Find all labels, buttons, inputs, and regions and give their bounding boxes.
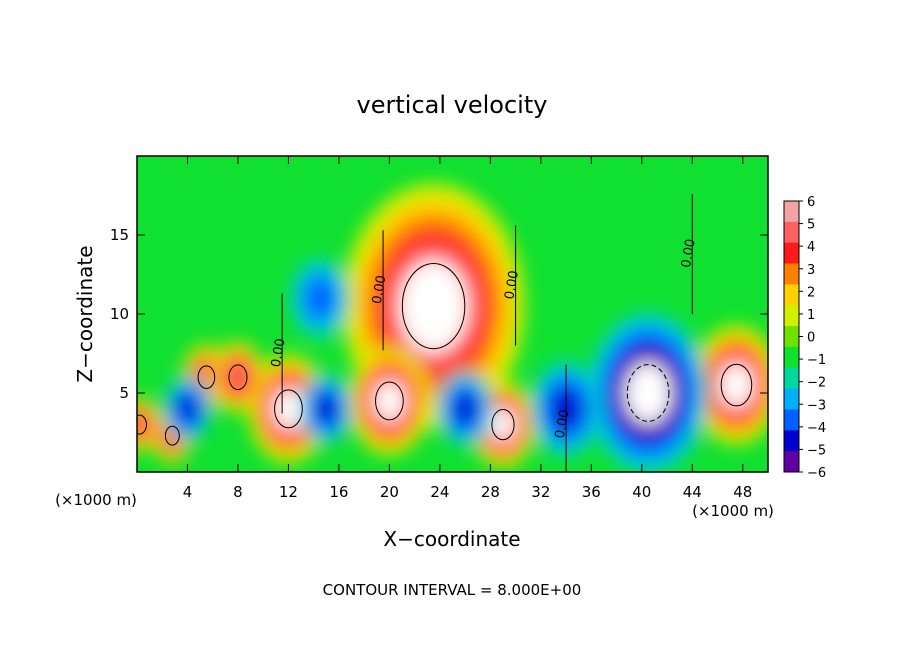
- x-tick-label-6: 28: [481, 483, 500, 501]
- colorbar-swatch-8: [784, 367, 799, 390]
- velocity-field: 0.00 0.00 0.00 0.00 0.00: [137, 156, 768, 472]
- colorbar-swatch-9: [784, 388, 799, 410]
- colorbar-swatch-6: [784, 326, 799, 348]
- x-axis-label: X−coordinate: [383, 527, 520, 551]
- colorbar-label-2: 4: [807, 240, 815, 255]
- colorbar-label-8: −2: [807, 376, 826, 391]
- x-tick-label-0: 4: [183, 483, 193, 501]
- x-tick-label-3: 16: [329, 483, 348, 501]
- colorbar-swatch-2: [784, 242, 799, 265]
- zero-contour-label-1: 0.00: [502, 269, 522, 300]
- zero-contour-label-2: 0.00: [553, 408, 573, 439]
- field-level-10-2: [304, 277, 336, 319]
- colorbar-label-0: 6: [807, 195, 815, 210]
- contour-line-6: [228, 364, 248, 391]
- y-tick-label-1: 10: [110, 305, 129, 323]
- field-level-8-4: [137, 413, 148, 436]
- contour-line-8: [137, 414, 147, 435]
- x-axis: 4 8 12 16 20 24 28 32 36 40 44 48: [183, 156, 752, 501]
- contour-line-1: [375, 381, 404, 421]
- field-level-1-5: [374, 380, 405, 422]
- x-tick-label-7: 32: [531, 483, 550, 501]
- colorbar-label-1: 5: [807, 218, 815, 233]
- field-level-14-3: [176, 394, 199, 424]
- zero-contour-label-3: 0.00: [269, 337, 289, 368]
- x-tick-label-4: 20: [380, 483, 399, 501]
- field-level-6-4: [227, 363, 249, 392]
- colorbar-swatch-7: [784, 346, 799, 369]
- colorbar: 6 5 4 3 2 1 0 −1 −2 −3 −4 −5 −6: [783, 195, 826, 481]
- x-unit-right: (×1000 m): [692, 502, 774, 520]
- field-level-3-5: [490, 408, 516, 441]
- colorbar-swatch-10: [784, 409, 799, 431]
- x-unit-left: (×1000 m): [55, 491, 137, 509]
- contour-line-5: [197, 365, 216, 390]
- contour-line-3: [491, 408, 515, 441]
- colorbar-swatch-3: [784, 263, 799, 285]
- contour-line-9: [626, 364, 670, 422]
- colorbar-label-6: 0: [807, 331, 815, 346]
- x-tick-label-1: 8: [233, 483, 243, 501]
- zero-contour-label-4: 0.00: [679, 238, 699, 269]
- field-level-9-5: [625, 362, 671, 424]
- x-tick-label-11: 48: [733, 483, 752, 501]
- colorbar-swatch-12: [784, 451, 799, 473]
- field-level-12-3: [452, 392, 478, 426]
- y-tick-label-2: 15: [110, 226, 129, 244]
- field-level-11-3: [314, 393, 338, 425]
- x-tick-label-2: 12: [279, 483, 298, 501]
- x-tick-label-9: 40: [632, 483, 651, 501]
- contour-line-2: [274, 389, 303, 429]
- y-axis-label: Z−coordinate: [73, 245, 97, 382]
- contour-line-7: [164, 425, 180, 446]
- y-tick-label-0: 5: [119, 384, 129, 402]
- x-tick-label-5: 24: [430, 483, 449, 501]
- colorbar-label-7: −1: [807, 353, 826, 368]
- colorbar-swatch-4: [784, 284, 799, 306]
- x-tick-label-8: 36: [582, 483, 601, 501]
- colorbar-label-12: −6: [807, 466, 826, 481]
- colorbar-label-9: −3: [807, 398, 826, 413]
- colorbar-label-10: −4: [807, 421, 826, 436]
- contour-interval-note: CONTOUR INTERVAL = 8.000E+00: [323, 581, 582, 599]
- chart-title: vertical velocity: [357, 91, 548, 119]
- zero-contour-label-0: 0.00: [370, 274, 390, 305]
- colorbar-label-11: −5: [807, 443, 826, 458]
- colorbar-label-3: 3: [807, 263, 815, 278]
- contour-line-4: [720, 363, 753, 407]
- field-level-4-5: [719, 362, 754, 408]
- y-axis: 5 10 15: [110, 226, 768, 402]
- colorbar-swatch-1: [784, 221, 799, 244]
- colorbar-swatch-5: [784, 305, 799, 327]
- colorbar-swatch-0: [784, 201, 799, 223]
- field-level-2-5: [273, 388, 304, 430]
- colorbar-swatch-11: [784, 430, 799, 452]
- colorbar-label-5: 1: [807, 308, 815, 323]
- x-tick-label-10: 44: [683, 483, 702, 501]
- contour-line-0: [401, 263, 466, 350]
- colorbar-label-4: 2: [807, 285, 815, 300]
- field-level-0-5: [399, 260, 468, 353]
